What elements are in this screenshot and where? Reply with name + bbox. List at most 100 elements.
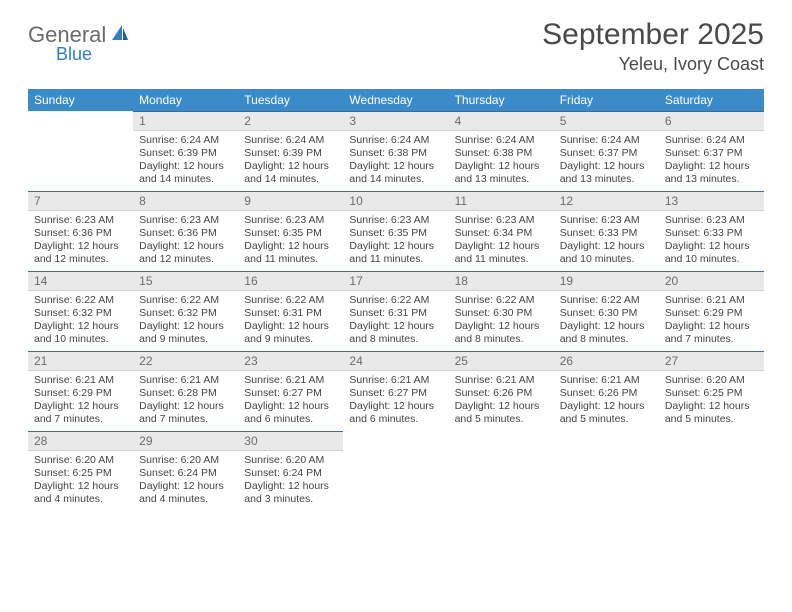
day-number: 13 <box>659 191 764 211</box>
calendar-cell <box>554 431 659 511</box>
day-number: 10 <box>343 191 448 211</box>
day-details: Sunrise: 6:23 AMSunset: 6:35 PMDaylight:… <box>238 211 343 271</box>
day-number: 9 <box>238 191 343 211</box>
weekday-header: Thursday <box>449 89 554 111</box>
calendar-cell: 21Sunrise: 6:21 AMSunset: 6:29 PMDayligh… <box>28 351 133 431</box>
weekday-header: Monday <box>133 89 238 111</box>
day-details: Sunrise: 6:21 AMSunset: 6:27 PMDaylight:… <box>238 371 343 431</box>
day-number: 11 <box>449 191 554 211</box>
calendar-cell: 29Sunrise: 6:20 AMSunset: 6:24 PMDayligh… <box>133 431 238 511</box>
daylight-text: Daylight: 12 hours and 8 minutes. <box>349 320 442 346</box>
daylight-text: Daylight: 12 hours and 11 minutes. <box>244 240 337 266</box>
sunset-text: Sunset: 6:29 PM <box>665 307 758 320</box>
day-details: Sunrise: 6:20 AMSunset: 6:24 PMDaylight:… <box>133 451 238 511</box>
sunrise-text: Sunrise: 6:21 AM <box>665 294 758 307</box>
day-details: Sunrise: 6:22 AMSunset: 6:30 PMDaylight:… <box>449 291 554 351</box>
day-number: 16 <box>238 271 343 291</box>
daylight-text: Daylight: 12 hours and 6 minutes. <box>349 400 442 426</box>
sunset-text: Sunset: 6:25 PM <box>665 387 758 400</box>
day-details: Sunrise: 6:21 AMSunset: 6:29 PMDaylight:… <box>28 371 133 431</box>
sunrise-text: Sunrise: 6:22 AM <box>560 294 653 307</box>
calendar-cell <box>28 111 133 191</box>
weekday-header: Tuesday <box>238 89 343 111</box>
sunrise-text: Sunrise: 6:22 AM <box>34 294 127 307</box>
calendar-cell: 27Sunrise: 6:20 AMSunset: 6:25 PMDayligh… <box>659 351 764 431</box>
calendar-cell: 5Sunrise: 6:24 AMSunset: 6:37 PMDaylight… <box>554 111 659 191</box>
sunrise-text: Sunrise: 6:23 AM <box>665 214 758 227</box>
calendar-cell: 20Sunrise: 6:21 AMSunset: 6:29 PMDayligh… <box>659 271 764 351</box>
day-details: Sunrise: 6:22 AMSunset: 6:31 PMDaylight:… <box>343 291 448 351</box>
daylight-text: Daylight: 12 hours and 5 minutes. <box>560 400 653 426</box>
sunset-text: Sunset: 6:24 PM <box>139 467 232 480</box>
sunset-text: Sunset: 6:34 PM <box>455 227 548 240</box>
daylight-text: Daylight: 12 hours and 13 minutes. <box>665 160 758 186</box>
daylight-text: Daylight: 12 hours and 7 minutes. <box>665 320 758 346</box>
daylight-text: Daylight: 12 hours and 4 minutes. <box>139 480 232 506</box>
sunset-text: Sunset: 6:37 PM <box>560 147 653 160</box>
day-number: 2 <box>238 111 343 131</box>
day-number: 20 <box>659 271 764 291</box>
daylight-text: Daylight: 12 hours and 11 minutes. <box>349 240 442 266</box>
day-number: 4 <box>449 111 554 131</box>
daylight-text: Daylight: 12 hours and 6 minutes. <box>244 400 337 426</box>
calendar-cell: 13 Sunrise: 6:23 AMSunset: 6:33 PMDayligh… <box>659 191 764 271</box>
sunrise-text: Sunrise: 6:20 AM <box>665 374 758 387</box>
day-details: Sunrise: 6:24 AMSunset: 6:37 PMDaylight:… <box>659 131 764 191</box>
calendar-row: 14Sunrise: 6:22 AMSunset: 6:32 PMDayligh… <box>28 271 764 351</box>
daylight-text: Daylight: 12 hours and 14 minutes. <box>349 160 442 186</box>
sunset-text: Sunset: 6:36 PM <box>139 227 232 240</box>
calendar-cell: 25Sunrise: 6:21 AMSunset: 6:26 PMDayligh… <box>449 351 554 431</box>
sunrise-text: Sunrise: 6:21 AM <box>349 374 442 387</box>
calendar-cell: 12Sunrise: 6:23 AMSunset: 6:33 PMDayligh… <box>554 191 659 271</box>
calendar-cell: 3Sunrise: 6:24 AMSunset: 6:38 PMDaylight… <box>343 111 448 191</box>
daylight-text: Daylight: 12 hours and 10 minutes. <box>665 240 758 266</box>
weekday-header: Wednesday <box>343 89 448 111</box>
calendar-row: 7Sunrise: 6:23 AMSunset: 6:36 PMDaylight… <box>28 191 764 271</box>
calendar-cell: 18Sunrise: 6:22 AMSunset: 6:30 PMDayligh… <box>449 271 554 351</box>
day-number: 14 <box>28 271 133 291</box>
daylight-text: Daylight: 12 hours and 5 minutes. <box>455 400 548 426</box>
daylight-text: Daylight: 12 hours and 11 minutes. <box>455 240 548 266</box>
day-details: Sunrise: 6:21 AMSunset: 6:27 PMDaylight:… <box>343 371 448 431</box>
day-number: 5 <box>554 111 659 131</box>
calendar-cell: 2Sunrise: 6:24 AMSunset: 6:39 PMDaylight… <box>238 111 343 191</box>
day-number: 21 <box>28 351 133 371</box>
sunset-text: Sunset: 6:33 PM <box>665 227 758 240</box>
sunrise-text: Sunrise: 6:24 AM <box>349 134 442 147</box>
day-number: 25 <box>449 351 554 371</box>
sunset-text: Sunset: 6:27 PM <box>244 387 337 400</box>
day-number: 8 <box>133 191 238 211</box>
sunrise-text: Sunrise: 6:24 AM <box>560 134 653 147</box>
daylight-text: Daylight: 12 hours and 8 minutes. <box>560 320 653 346</box>
sunset-text: Sunset: 6:31 PM <box>349 307 442 320</box>
day-details: Sunrise: 6:20 AMSunset: 6:25 PMDaylight:… <box>659 371 764 431</box>
sunset-text: Sunset: 6:32 PM <box>34 307 127 320</box>
sunset-text: Sunset: 6:29 PM <box>34 387 127 400</box>
sunset-text: Sunset: 6:35 PM <box>349 227 442 240</box>
sunrise-text: Sunrise: 6:22 AM <box>139 294 232 307</box>
daylight-text: Daylight: 12 hours and 9 minutes. <box>139 320 232 346</box>
day-details: Sunrise: 6:24 AMSunset: 6:39 PMDaylight:… <box>133 131 238 191</box>
calendar-cell: 6Sunrise: 6:24 AMSunset: 6:37 PMDaylight… <box>659 111 764 191</box>
sunset-text: Sunset: 6:36 PM <box>34 227 127 240</box>
sunrise-text: Sunrise: 6:20 AM <box>244 454 337 467</box>
day-details: Sunrise: 6:23 AMSunset: 6:36 PMDaylight:… <box>28 211 133 271</box>
day-number: 29 <box>133 431 238 451</box>
day-details: Sunrise: 6:23 AMSunset: 6:33 PMDaylight:… <box>554 211 659 271</box>
sunrise-text: Sunrise: 6:23 AM <box>34 214 127 227</box>
calendar-row: 1Sunrise: 6:24 AMSunset: 6:39 PMDaylight… <box>28 111 764 191</box>
daylight-text: Daylight: 12 hours and 3 minutes. <box>244 480 337 506</box>
day-number: 15 <box>133 271 238 291</box>
day-details: Sunrise: 6:22 AMSunset: 6:31 PMDaylight:… <box>238 291 343 351</box>
daylight-text: Daylight: 12 hours and 4 minutes. <box>34 480 127 506</box>
day-details: Sunrise: 6:21 AMSunset: 6:29 PMDaylight:… <box>659 291 764 351</box>
sunrise-text: Sunrise: 6:23 AM <box>244 214 337 227</box>
day-number: 19 <box>554 271 659 291</box>
day-details: Sunrise: 6:22 AMSunset: 6:32 PMDaylight:… <box>28 291 133 351</box>
sunrise-text: Sunrise: 6:21 AM <box>34 374 127 387</box>
day-number: 28 <box>28 431 133 451</box>
sunset-text: Sunset: 6:25 PM <box>34 467 127 480</box>
weekday-header: Friday <box>554 89 659 111</box>
daylight-text: Daylight: 12 hours and 7 minutes. <box>139 400 232 426</box>
calendar-cell: 28Sunrise: 6:20 AMSunset: 6:25 PMDayligh… <box>28 431 133 511</box>
